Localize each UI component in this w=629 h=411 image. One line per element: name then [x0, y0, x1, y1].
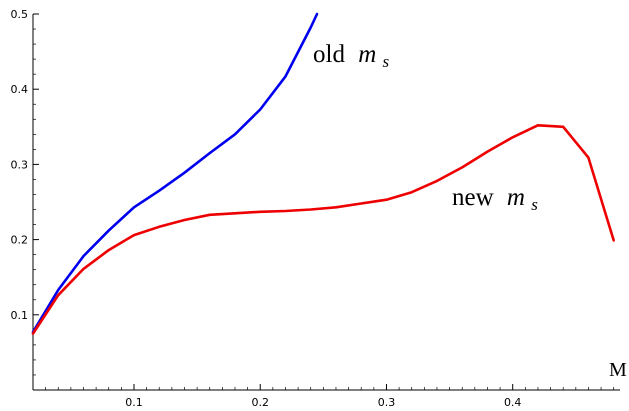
old-series-label: old m s: [313, 41, 390, 71]
x-tick-label: 0.3: [378, 396, 396, 409]
x-tick-label: 0.2: [251, 396, 269, 409]
old-series-label-sub: s: [383, 52, 390, 71]
x-axis-label: M: [609, 359, 627, 381]
y-tick-label: 0.4: [11, 83, 29, 96]
series-layer: [31, 12, 616, 335]
y-tick-label: 0.1: [11, 309, 29, 322]
new-series-line: [31, 124, 616, 335]
old-series-label-main: old: [313, 41, 345, 68]
x-tick-label: 0.1: [125, 396, 143, 409]
new-series-label: new m s: [452, 184, 538, 214]
old-series-label-var: m: [358, 41, 376, 68]
y-tick-label: 0.5: [11, 8, 29, 21]
y-tick-label: 0.2: [11, 234, 29, 247]
axes: 0.1 0.2 0.3 0.4 0.1 0.2 0.3 0.4 0.5: [11, 8, 620, 409]
old-series-line: [31, 12, 319, 334]
new-series-label-var: m: [507, 184, 525, 211]
new-series-label-sub: s: [531, 195, 538, 214]
new-series-label-main: new: [452, 184, 494, 211]
labels-layer: M old m s new m s: [313, 41, 627, 381]
x-tick-label: 0.4: [504, 396, 522, 409]
y-tick-label: 0.3: [11, 158, 29, 171]
